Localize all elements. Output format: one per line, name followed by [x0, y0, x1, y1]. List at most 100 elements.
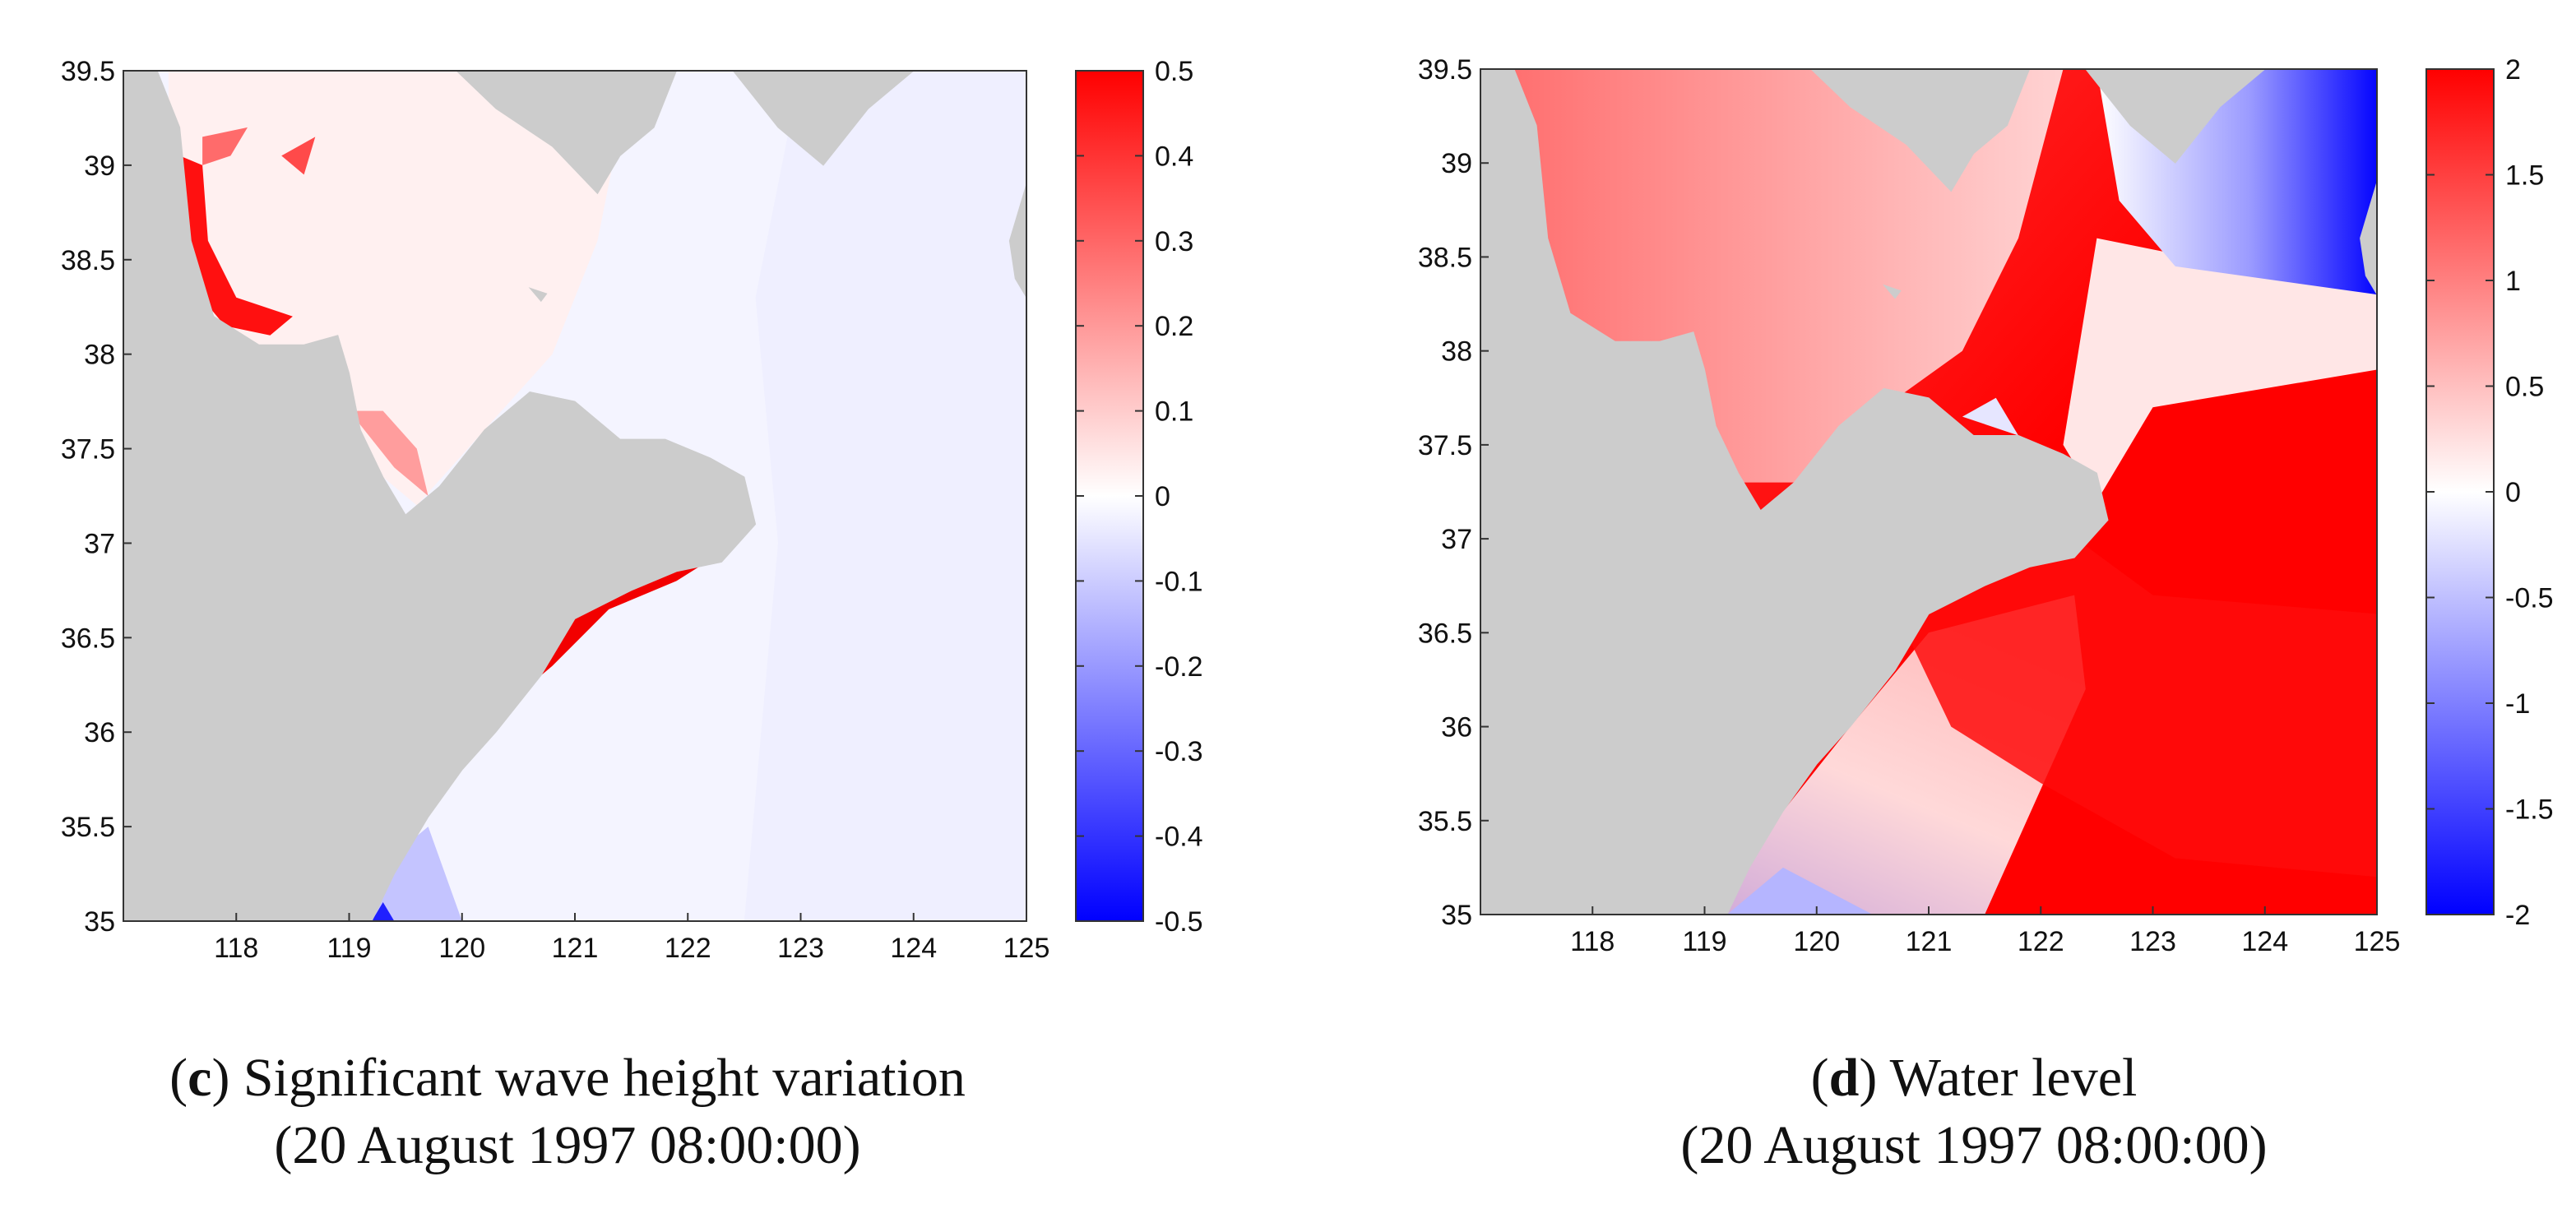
land-liaodong: [1810, 69, 2031, 192]
land-west: [1480, 69, 2109, 915]
colorbar-tick-label: -0.5: [2505, 583, 2554, 614]
y-tick-label: 39: [84, 151, 115, 182]
panel-d-y-axis: 35 35.5 36 36.5 37 37.5 38 38.5 39 39.5: [1418, 54, 1489, 931]
colorbar-tick-label: 1.5: [2505, 160, 2544, 192]
land-west: [123, 71, 757, 921]
x-tick-label: 121: [552, 933, 599, 964]
y-tick-label: 38: [84, 340, 115, 371]
panel-c-wave-height: 118 119 120 121 122 123 124 125 3535.53636.5373…: [61, 56, 1203, 964]
panel-d-map: [1480, 69, 2377, 915]
y-tick-label: 37: [84, 528, 115, 559]
southwest-min: [1726, 867, 1873, 915]
y-tick-label: 39: [1441, 148, 1472, 179]
panel-d-letter: d: [1828, 1048, 1860, 1108]
panel-d-colorbar: [2425, 68, 2495, 915]
southwest-min: [372, 827, 462, 921]
panel-c-x-axis: 118 119 120 121 122 123 124 125: [214, 913, 1049, 964]
land-miaoIsl: [1882, 284, 1902, 299]
x-tick-label: 121: [1906, 926, 1953, 957]
colorbar-tick-label: 0.5: [2505, 372, 2544, 403]
x-tick-label: 122: [665, 933, 711, 964]
x-tick-label: 120: [438, 933, 485, 964]
land-korea: [732, 71, 915, 166]
land-liaodong: [456, 71, 678, 195]
y-tick-label: 36: [84, 717, 115, 748]
y-tick-label: 39.5: [1418, 54, 1472, 86]
north-coast-patch: [202, 127, 248, 165]
y-tick-label: 35: [1441, 900, 1472, 931]
y-tick-label: 38.5: [61, 245, 115, 276]
laizhou-bay-patch: [349, 410, 429, 496]
x-tick-label: 118: [214, 933, 258, 964]
panel-c-caption-text: Significant wave height variation: [243, 1048, 966, 1108]
panel-d-x-axis: 118 119 120 121 122 123 124 125: [1570, 906, 2400, 957]
y-tick-label: 37: [1441, 524, 1472, 555]
x-tick-label: 124: [890, 933, 937, 964]
x-tick-label: 123: [777, 933, 824, 964]
land-miaoIsl: [528, 287, 548, 303]
colorbar-tick-label: -2: [2505, 900, 2530, 931]
y-tick-label: 38.5: [1418, 242, 1472, 273]
panel-c-caption-title: (c) Significant wave height variation: [169, 1048, 966, 1108]
y-tick-label: 38: [1441, 336, 1472, 368]
y-tick-label: 37.5: [1418, 430, 1472, 461]
land-eastCoast: [2360, 181, 2377, 296]
x-tick-label: 125: [1003, 933, 1050, 964]
yantai-patch: [1962, 397, 2018, 436]
y-tick-label: 35.5: [1418, 806, 1472, 837]
colorbar-tick-label: 0.4: [1155, 141, 1193, 172]
panel-c-caption: (c) Significant wave height variation (2…: [25, 1044, 1110, 1179]
panel-c-letter: c: [188, 1048, 212, 1108]
southeast-max: [1906, 529, 2377, 878]
colorbar-tick-label: -1.5: [2505, 794, 2554, 826]
colorbar-tick-label: 1: [2505, 266, 2521, 297]
x-tick-label: 123: [2129, 926, 2176, 957]
colorbar-tick-label: 0.1: [1155, 396, 1193, 428]
y-tick-label: 35: [84, 906, 115, 938]
colorbar-tick-label: -0.1: [1155, 566, 1203, 597]
panel-c-caption-time: (20 August 1997 08:00:00): [274, 1115, 861, 1175]
land-eastCoast: [1008, 183, 1026, 299]
colorbar-tick-label: -0.4: [1155, 822, 1203, 853]
colorbar-tick-label: 0.3: [1155, 226, 1193, 257]
x-tick-label: 124: [2241, 926, 2288, 957]
north-coast-patch: [281, 137, 316, 175]
panel-c-y-axis: 35 35.5 36 36.5 37 37.5 38 38.5 39 39.5: [61, 56, 132, 938]
east-field: [744, 71, 1026, 921]
x-tick-label: 119: [327, 933, 371, 964]
land-korea: [2085, 69, 2266, 164]
colorbar-tick-label: -0.5: [1155, 906, 1203, 938]
colorbar-tick-label: 0: [2505, 477, 2521, 508]
bohai-field: [168, 71, 632, 506]
y-tick-label: 36: [1441, 712, 1472, 743]
x-tick-label: 118: [1570, 926, 1615, 957]
colorbar-tick-label: -0.2: [1155, 651, 1203, 683]
panel-d-colorbar-ticks: -2 -1.5 -1 -0.5 0 0.5 1 1.5 2: [2426, 54, 2554, 931]
y-tick-label: 37.5: [61, 434, 115, 465]
panel-d-water-level: 118 119 120 121 122 123 124 125 3535.53636.5373…: [1418, 54, 2554, 957]
x-tick-label: 120: [1793, 926, 1840, 957]
panel-c-colorbar-ticks: -0.5 -0.4 -0.3 -0.2 -0.1 0 0.1 0.2 0.3 0.4 0.5: [1076, 56, 1203, 938]
colorbar-tick-label: 0: [1155, 481, 1170, 512]
panel-c-colorbar: [1075, 70, 1144, 922]
figure-canvas: 118 119 120 121 122 123 124 125 3535.53636.5373…: [61, 54, 2554, 964]
x-tick-label: 125: [2354, 926, 2401, 957]
y-tick-label: 36.5: [61, 623, 115, 654]
colorbar-tick-label: -0.3: [1155, 736, 1203, 767]
transition-band: [2063, 238, 2377, 502]
panel-d-caption-text: Water level: [1889, 1048, 2138, 1108]
colorbar-tick-label: 0.5: [1155, 56, 1193, 87]
x-tick-label: 119: [1682, 926, 1726, 957]
x-tick-label: 122: [2018, 926, 2064, 957]
y-tick-label: 39.5: [61, 56, 115, 87]
colorbar-tick-label: 2: [2505, 54, 2521, 86]
y-tick-label: 36.5: [1418, 618, 1472, 649]
y-tick-label: 35.5: [61, 812, 115, 843]
southwest-min-core: [372, 902, 395, 921]
panel-d-caption-title: (d) Water level: [1810, 1048, 2138, 1108]
colorbar-tick-label: 0.2: [1155, 311, 1193, 342]
panel-d-caption-time: (20 August 1997 08:00:00): [1680, 1115, 2268, 1175]
panel-d-caption: (d) Water level (20 August 1997 08:00:00…: [1431, 1044, 2517, 1179]
panel-c-map: [123, 71, 1026, 921]
colorbar-tick-label: -1: [2505, 688, 2530, 720]
